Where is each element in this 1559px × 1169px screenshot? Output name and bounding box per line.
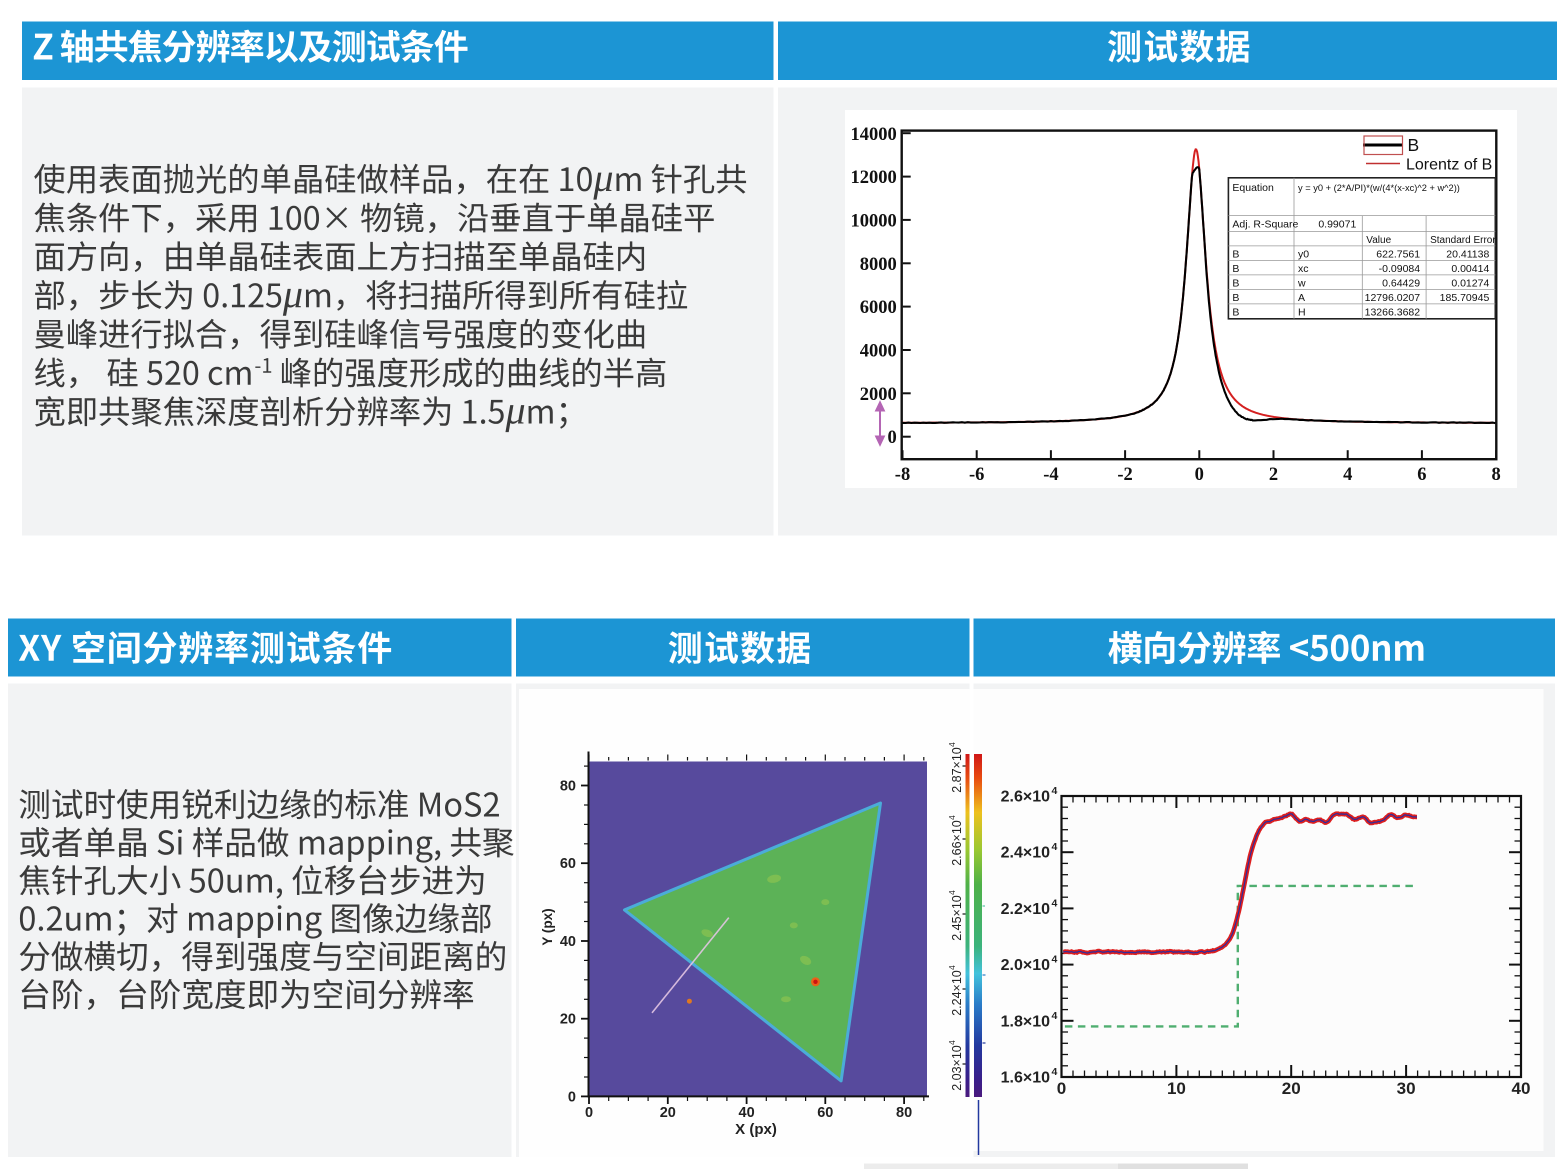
svg-text:4: 4 <box>1343 465 1352 485</box>
svg-text:8000: 8000 <box>860 255 897 275</box>
svg-text:2.03×10: 2.03×10 <box>950 1045 964 1091</box>
svg-text:20.41138: 20.41138 <box>1446 248 1489 260</box>
svg-text:4: 4 <box>947 890 957 895</box>
svg-text:B: B <box>1232 277 1239 289</box>
svg-text:40: 40 <box>739 1105 755 1121</box>
svg-text:4: 4 <box>947 742 957 747</box>
svg-text:12796.0207: 12796.0207 <box>1365 292 1421 304</box>
svg-text:4: 4 <box>1052 1066 1058 1078</box>
svg-text:B: B <box>1232 306 1239 318</box>
svg-text:0: 0 <box>585 1105 593 1121</box>
svg-text:Adj. R-Square: Adj. R-Square <box>1232 219 1298 231</box>
svg-text:1.8×10: 1.8×10 <box>1001 1013 1050 1030</box>
svg-text:0: 0 <box>1057 1079 1066 1098</box>
svg-text:10: 10 <box>1167 1079 1186 1098</box>
svg-text:20: 20 <box>560 1012 576 1028</box>
svg-text:4: 4 <box>947 1040 957 1045</box>
svg-text:X (px): X (px) <box>735 1121 777 1138</box>
svg-text:H: H <box>1298 306 1306 318</box>
svg-text:4: 4 <box>1052 1010 1058 1022</box>
svg-text:B: B <box>1408 135 1420 155</box>
svg-text:60: 60 <box>560 856 576 872</box>
svg-text:xc: xc <box>1298 263 1309 275</box>
svg-text:20: 20 <box>660 1105 676 1121</box>
svg-text:6000: 6000 <box>860 298 897 318</box>
svg-text:2.66×10: 2.66×10 <box>950 820 964 866</box>
svg-text:2000: 2000 <box>860 385 897 405</box>
svg-text:2.87×10: 2.87×10 <box>950 747 964 793</box>
svg-text:B: B <box>1232 248 1239 260</box>
svg-text:4: 4 <box>1052 841 1058 853</box>
svg-text:4: 4 <box>1052 785 1058 797</box>
svg-text:30: 30 <box>1397 1079 1416 1098</box>
svg-text:-2: -2 <box>1117 465 1132 485</box>
svg-text:B: B <box>1232 263 1239 275</box>
svg-text:80: 80 <box>896 1105 912 1121</box>
svg-text:12000: 12000 <box>850 168 896 188</box>
svg-text:13266.3682: 13266.3682 <box>1365 306 1421 318</box>
svg-text:20: 20 <box>1282 1079 1301 1098</box>
svg-text:B: B <box>1232 292 1239 304</box>
svg-text:2.6×10: 2.6×10 <box>1001 789 1050 806</box>
svg-text:Y (px): Y (px) <box>540 908 555 945</box>
svg-text:y = y0 + (2*A/PI)*(w/(4*(x-xc): y = y0 + (2*A/PI)*(w/(4*(x-xc)^2 + w^2)) <box>1298 183 1460 193</box>
svg-text:Equation: Equation <box>1232 182 1274 194</box>
svg-text:4000: 4000 <box>860 342 897 362</box>
svg-text:2.0×10: 2.0×10 <box>1001 957 1050 974</box>
svg-text:-4: -4 <box>1043 465 1058 485</box>
svg-text:4: 4 <box>947 965 957 970</box>
svg-text:2: 2 <box>1269 465 1278 485</box>
svg-text:80: 80 <box>560 779 576 795</box>
svg-text:Standard Error: Standard Error <box>1430 235 1496 246</box>
svg-text:185.70945: 185.70945 <box>1440 292 1490 304</box>
svg-text:0: 0 <box>1195 465 1204 485</box>
svg-text:0.99071: 0.99071 <box>1318 219 1356 231</box>
svg-text:60: 60 <box>817 1105 833 1121</box>
svg-text:w: w <box>1297 277 1306 289</box>
svg-text:2.4×10: 2.4×10 <box>1001 845 1050 862</box>
svg-text:40: 40 <box>560 934 576 950</box>
svg-text:4: 4 <box>1052 954 1058 966</box>
svg-text:40: 40 <box>1512 1079 1531 1098</box>
svg-text:-0.09084: -0.09084 <box>1379 263 1421 275</box>
svg-text:1.6×10: 1.6×10 <box>1001 1070 1050 1087</box>
svg-text:y0: y0 <box>1298 248 1309 260</box>
svg-text:0: 0 <box>568 1089 576 1105</box>
svg-text:A: A <box>1298 292 1305 304</box>
svg-text:8: 8 <box>1491 465 1500 485</box>
svg-text:Value: Value <box>1366 235 1391 246</box>
svg-text:Lorentz of B: Lorentz of B <box>1406 157 1492 174</box>
svg-text:2.24×10: 2.24×10 <box>950 970 964 1016</box>
svg-text:0.64429: 0.64429 <box>1382 277 1420 289</box>
svg-text:0.01274: 0.01274 <box>1451 277 1489 289</box>
svg-text:2.45×10: 2.45×10 <box>950 895 964 941</box>
svg-text:0: 0 <box>887 428 896 448</box>
svg-text:-6: -6 <box>969 465 984 485</box>
svg-text:4: 4 <box>1052 897 1058 909</box>
svg-text:14000: 14000 <box>850 125 896 145</box>
svg-text:6: 6 <box>1417 465 1426 485</box>
svg-text:-8: -8 <box>895 465 910 485</box>
svg-text:10000: 10000 <box>850 211 896 231</box>
svg-text:622.7561: 622.7561 <box>1376 248 1420 260</box>
svg-text:2.2×10: 2.2×10 <box>1001 901 1050 918</box>
svg-text:4: 4 <box>947 815 957 820</box>
svg-text:0.00414: 0.00414 <box>1451 263 1489 275</box>
